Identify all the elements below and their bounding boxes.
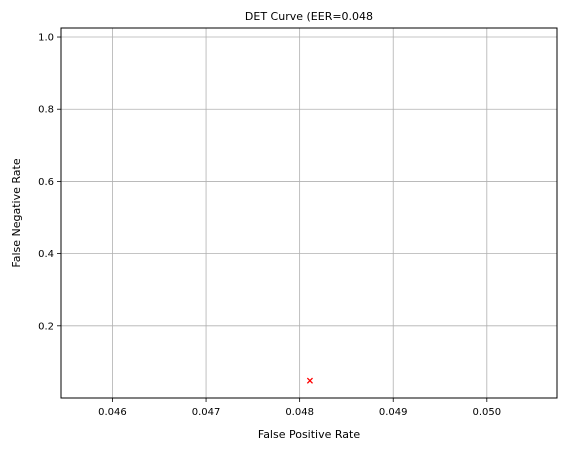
- x-tick-label: 0.048: [285, 407, 314, 418]
- marks-layer: [306, 377, 313, 384]
- y-tick-label: 0.2: [38, 321, 54, 332]
- chart-title: DET Curve (EER=0.048: [245, 10, 373, 23]
- y-tick-label: 0.6: [38, 177, 54, 188]
- x-tick-label: 0.046: [98, 407, 127, 418]
- x-axis-label: False Positive Rate: [258, 428, 360, 441]
- y-tick-label: 0.8: [38, 105, 54, 116]
- plot-frame: [60, 27, 558, 399]
- y-tick-label: 0.4: [38, 249, 54, 260]
- data-point-marker: [306, 377, 313, 384]
- x-tick-label: 0.050: [472, 407, 501, 418]
- grid-layer: [61, 28, 557, 398]
- ticks-layer: 0.046 0.047 0.048 0.049 0.050 0.2 0.4 0.6 0.8 1.0: [38, 33, 501, 418]
- y-axis-label: False Negative Rate: [10, 158, 23, 267]
- y-tick-label: 1.0: [38, 33, 54, 44]
- x-tick-label: 0.047: [192, 407, 221, 418]
- x-tick-label: 0.049: [379, 407, 408, 418]
